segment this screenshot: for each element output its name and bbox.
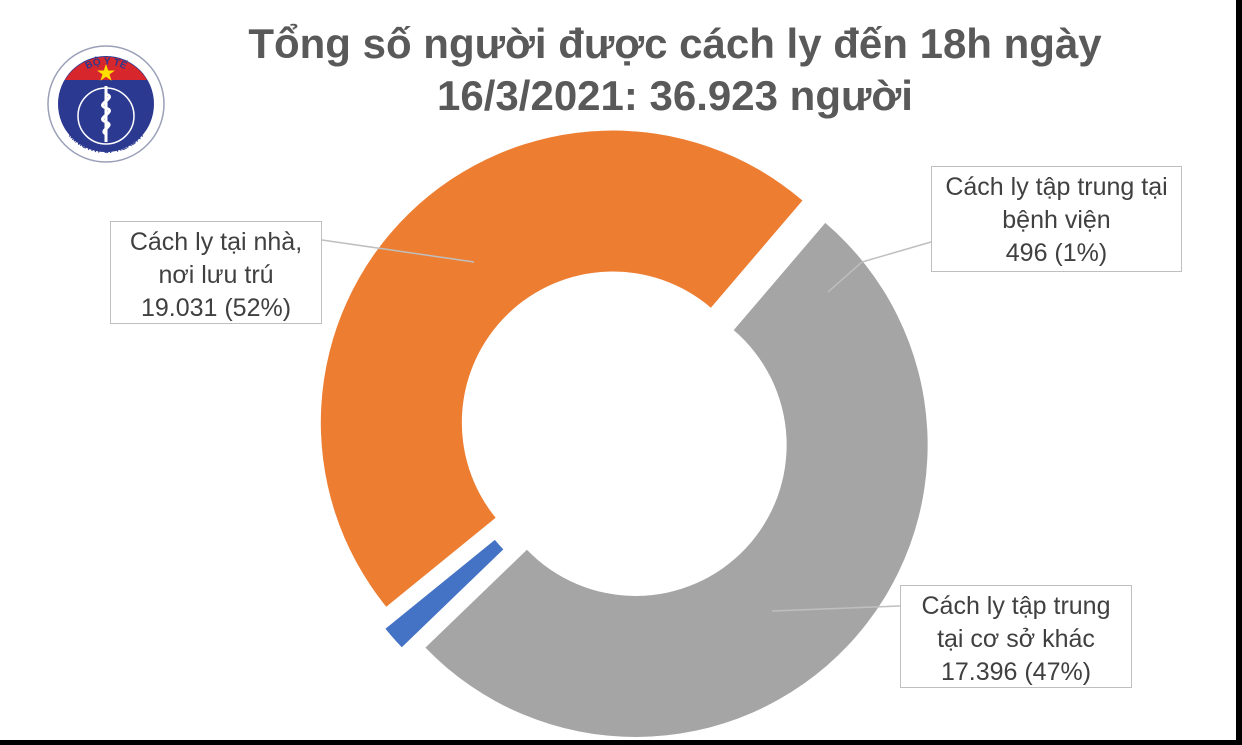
leader-line-other [771,605,901,612]
logo-top-text: BỘ Y TẾ [84,55,130,72]
ministry-of-health-logo: BỘ Y TẾ MINISTRY OF HEALTH [47,45,165,163]
data-label-home-name-2: nơi lưu trú [158,261,274,289]
slice-hospital-isolation [385,539,504,648]
slice-other-facility-isolation [320,130,803,607]
data-label-hospital-name-1: Cách ly tập trung tại [945,173,1168,201]
leader-line-hospital [827,241,932,293]
data-label-home-isolation: Cách ly tại nhà, nơi lưu trú 19.031 (52%… [110,221,322,324]
chart-title-line-2: 16/3/2021: 36.923 người [437,72,913,119]
data-label-other-value: 17.396 (47%) [940,658,1092,686]
chart-title: Tổng số người được cách ly đến 18h ngày … [130,18,1220,122]
logo-star [97,64,115,81]
data-label-other-name-1: Cách ly tập trung [921,592,1111,620]
data-label-other-facility-isolation: Cách ly tập trung tại cơ sở khác 17.396 … [900,585,1132,688]
leader-line-home [321,239,475,263]
data-label-home-name-1: Cách ly tại nhà, [129,228,303,256]
data-label-other-name-2: tại cơ sở khác [937,625,1095,653]
chart-title-line-1: Tổng số người được cách ly đến 18h ngày [248,20,1102,67]
donut-slices [320,130,928,737]
leader-lines [321,239,932,612]
data-label-hospital-isolation: Cách ly tập trung tại bệnh viện 496 (1%) [931,166,1182,272]
svg-text:BỘ Y TẾ: BỘ Y TẾ [84,55,130,72]
slice-home-isolation [425,222,928,737]
data-label-hospital-name-2: bệnh viện [1002,206,1111,234]
data-label-home-value: 19.031 (52%) [140,294,292,322]
data-label-hospital-value: 496 (1%) [1005,239,1108,267]
